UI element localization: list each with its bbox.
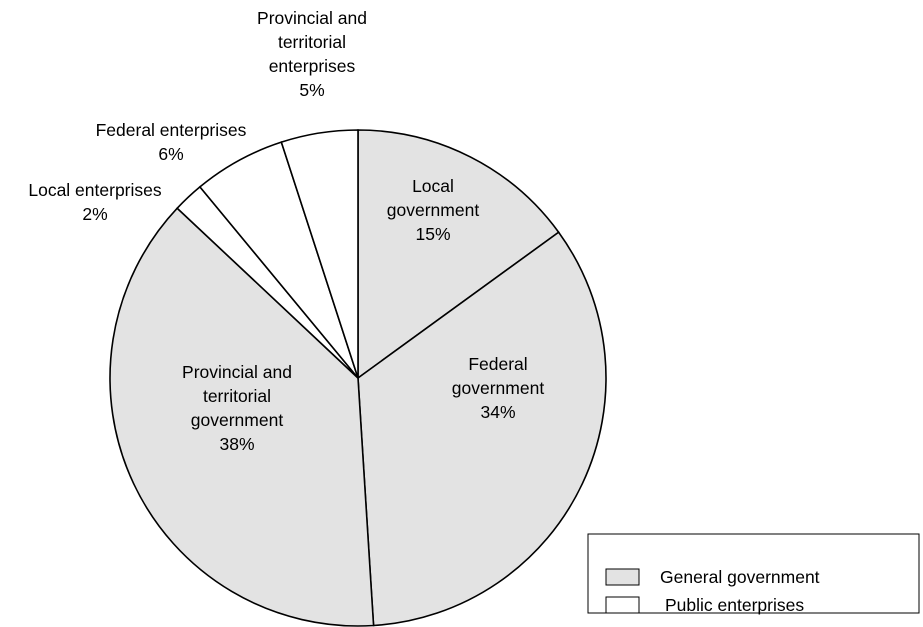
slice-name-line: government: [452, 378, 545, 398]
slice-label-federal-enterprises: Federal enterprises 6%: [96, 120, 247, 164]
slice-name-line: territorial: [278, 32, 346, 52]
slice-name-line: Federal enterprises: [96, 120, 247, 140]
slice-name-line: Local enterprises: [28, 180, 162, 200]
slice-label-local-enterprises: Local enterprises 2%: [28, 180, 162, 224]
legend: General government Public enterprises: [587, 533, 920, 615]
slice-percent-federal-enterprises: 6%: [158, 144, 183, 164]
slice-percent-provincial-territorial-enterprises: 5%: [299, 80, 324, 100]
slice-percent-provincial-territorial-government: 38%: [219, 434, 254, 454]
pie-slice-federal-government: [357, 231, 607, 627]
slice-name-line: territorial: [203, 386, 271, 406]
slice-name-line: Provincial and: [182, 362, 292, 382]
pie-slice-local-government: [357, 129, 560, 380]
legend-label-general-government: General government: [660, 567, 820, 587]
slice-name-line: government: [191, 410, 284, 430]
slice-name-line: enterprises: [269, 56, 356, 76]
slice-label-federal-government: Federal government 34%: [452, 354, 545, 422]
pie-slice-provincial-territorial-government: [109, 207, 375, 627]
slice-name-line: Provincial and: [257, 8, 367, 28]
slice-name-line: Federal: [468, 354, 527, 374]
legend-swatch-general-government: [605, 568, 640, 586]
pie-slices: [109, 129, 607, 627]
legend-frame: [587, 533, 920, 614]
slice-labels: Local government 15% Federal government 34% Pr…: [28, 8, 544, 454]
legend-swatch-public-enterprises: [605, 596, 640, 614]
legend-label-public-enterprises: Public enterprises: [665, 595, 804, 615]
slice-label-provincial-territorial-government: Provincial and territorial government 38%: [182, 362, 292, 454]
slice-percent-local-enterprises: 2%: [82, 204, 107, 224]
slice-percent-federal-government: 34%: [480, 402, 515, 422]
slice-label-local-government: Local government 15%: [387, 176, 480, 244]
slice-name-line: Local: [412, 176, 454, 196]
pie-slice-provincial-territorial-enterprises: [280, 129, 359, 379]
slice-name-line: government: [387, 200, 480, 220]
slice-percent-local-government: 15%: [415, 224, 450, 244]
slice-label-provincial-territorial-enterprises: Provincial and territorial enterprises 5%: [257, 8, 367, 100]
